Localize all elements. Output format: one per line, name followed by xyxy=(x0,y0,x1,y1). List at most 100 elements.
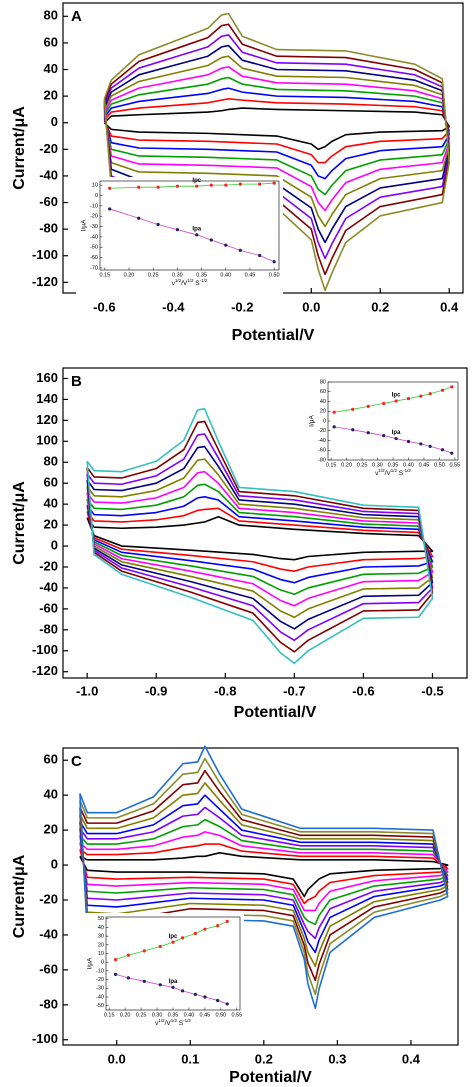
fit-line xyxy=(109,182,275,189)
inset-y-tick-label: 40 xyxy=(320,399,326,405)
inset-y-tick-label: 0 xyxy=(323,418,326,424)
data-point xyxy=(258,253,262,258)
inset-background xyxy=(304,378,462,486)
inset-y-tick-label: -10 xyxy=(90,203,98,209)
data-point xyxy=(440,388,445,392)
x-tick-label: 0.4 xyxy=(402,1051,421,1066)
fit-line xyxy=(115,920,228,960)
data-point xyxy=(332,410,336,414)
inset-y-tick-label: 50 xyxy=(98,916,104,922)
cv-curve xyxy=(79,757,449,996)
inset-y-tick-label: 0 xyxy=(101,960,104,966)
inset-y-tick-label: 30 xyxy=(98,934,104,940)
label-part: S xyxy=(194,280,201,287)
inset-x-axis-label: ν1/2/V1/2 S-1/2 xyxy=(375,468,411,477)
y-axis-label: Current/μA xyxy=(11,854,28,938)
inset-y-tick-label: 40 xyxy=(98,925,104,931)
series-label: Ipa xyxy=(192,226,201,232)
y-tick-label: 20 xyxy=(44,88,58,103)
x-tick-label: -0.6 xyxy=(352,683,374,698)
data-point xyxy=(126,953,130,957)
x-tick-label: 0.0 xyxy=(302,299,320,314)
inset-y-tick-label: -40 xyxy=(96,994,104,1000)
x-tick-label: 0.2 xyxy=(371,299,389,314)
data-point xyxy=(209,183,213,187)
data-point xyxy=(428,444,432,448)
data-point xyxy=(351,428,355,432)
y-tick-label: -60 xyxy=(39,194,58,209)
data-point xyxy=(216,924,220,928)
data-point xyxy=(258,182,262,186)
inset-x-tick-label: 0.25 xyxy=(357,462,368,468)
y-axis-label: Current/μA xyxy=(11,106,28,190)
x-tick-label: 0.2 xyxy=(255,1051,273,1066)
inset-background xyxy=(76,177,283,296)
y-tick-label: 120 xyxy=(36,412,58,427)
data-point xyxy=(137,216,141,220)
cv-curve xyxy=(86,470,434,607)
cv-curve xyxy=(86,408,434,665)
inset-x-tick-label: 0.55 xyxy=(231,1012,242,1018)
inset-x-axis-label: ν1/2/V1/2 S-1/2 xyxy=(172,278,208,287)
inset-x-tick-label: 0.40 xyxy=(184,1012,195,1018)
label-part: 1/2 xyxy=(187,278,194,283)
inset-y-tick-label: -40 xyxy=(318,438,326,444)
series-label: Ipa xyxy=(169,979,178,985)
y-tick-label: 60 xyxy=(44,752,58,767)
x-tick-label: -0.9 xyxy=(145,683,167,698)
data-point xyxy=(406,396,411,401)
inset-plot-frame xyxy=(99,180,280,271)
y-tick-label: -100 xyxy=(32,1031,58,1046)
x-tick-label: -0.5 xyxy=(421,683,443,698)
label-part: 1/2 xyxy=(378,468,385,473)
y-tick-label: 100 xyxy=(36,433,58,448)
y-tick-label: -20 xyxy=(39,558,58,573)
inset-y-tick-label: 60 xyxy=(320,389,326,395)
y-tick-label: -60 xyxy=(39,961,58,976)
data-point xyxy=(450,385,454,389)
data-point xyxy=(224,243,228,247)
y-tick-label: 60 xyxy=(44,34,58,49)
fit-line xyxy=(109,208,275,263)
y-tick-label: 0 xyxy=(51,856,58,871)
label-part: -1/2 xyxy=(183,1018,191,1023)
inset-x-tick-label: 0.50 xyxy=(215,1012,226,1018)
cv-curve xyxy=(79,782,449,968)
data-point xyxy=(158,944,162,949)
inset-x-tick-label: 0.20 xyxy=(124,272,135,278)
inset-y-axis-label: I/μA xyxy=(309,414,316,426)
inset-x-tick-label: 0.35 xyxy=(196,272,207,278)
x-tick-label: 0.4 xyxy=(440,299,459,314)
y-tick-label: -100 xyxy=(32,642,58,657)
inset-y-tick-label: 20 xyxy=(98,942,104,948)
cv-curve xyxy=(79,794,449,954)
label-part: -1/2 xyxy=(200,278,208,283)
inset-x-tick-label: 0.15 xyxy=(99,272,110,278)
data-point xyxy=(156,185,160,189)
y-tick-label: -80 xyxy=(39,996,58,1011)
data-point xyxy=(193,931,197,936)
y-tick-label: 80 xyxy=(44,454,58,469)
data-point xyxy=(382,434,386,438)
inset-x-tick-label: 0.30 xyxy=(152,1012,163,1018)
data-point xyxy=(203,927,207,931)
y-tick-label: 40 xyxy=(44,787,58,802)
inset-y-tick-label: -50 xyxy=(90,245,98,251)
inset-x-tick-label: 0.30 xyxy=(172,272,183,278)
cv-curve xyxy=(103,97,451,164)
data-point xyxy=(272,181,276,185)
inset-x-tick-label: 0.45 xyxy=(245,272,256,278)
inset-y-tick-label: -20 xyxy=(90,214,98,220)
y-tick-label: -40 xyxy=(39,167,58,182)
x-axis-label: Potential/V xyxy=(232,327,315,344)
inset-y-tick-label: -20 xyxy=(318,428,326,434)
label-part: ν xyxy=(172,280,175,287)
x-axis-label: Potential/V xyxy=(234,704,317,721)
y-axis-label: Current/μA xyxy=(11,481,28,565)
plot-frame xyxy=(62,747,459,1046)
label-part: 1/2 xyxy=(171,1018,178,1023)
data-point xyxy=(180,936,185,940)
cv-curve xyxy=(86,507,434,572)
data-point xyxy=(225,1002,229,1006)
inset-x-tick-label: 0.50 xyxy=(269,272,280,278)
